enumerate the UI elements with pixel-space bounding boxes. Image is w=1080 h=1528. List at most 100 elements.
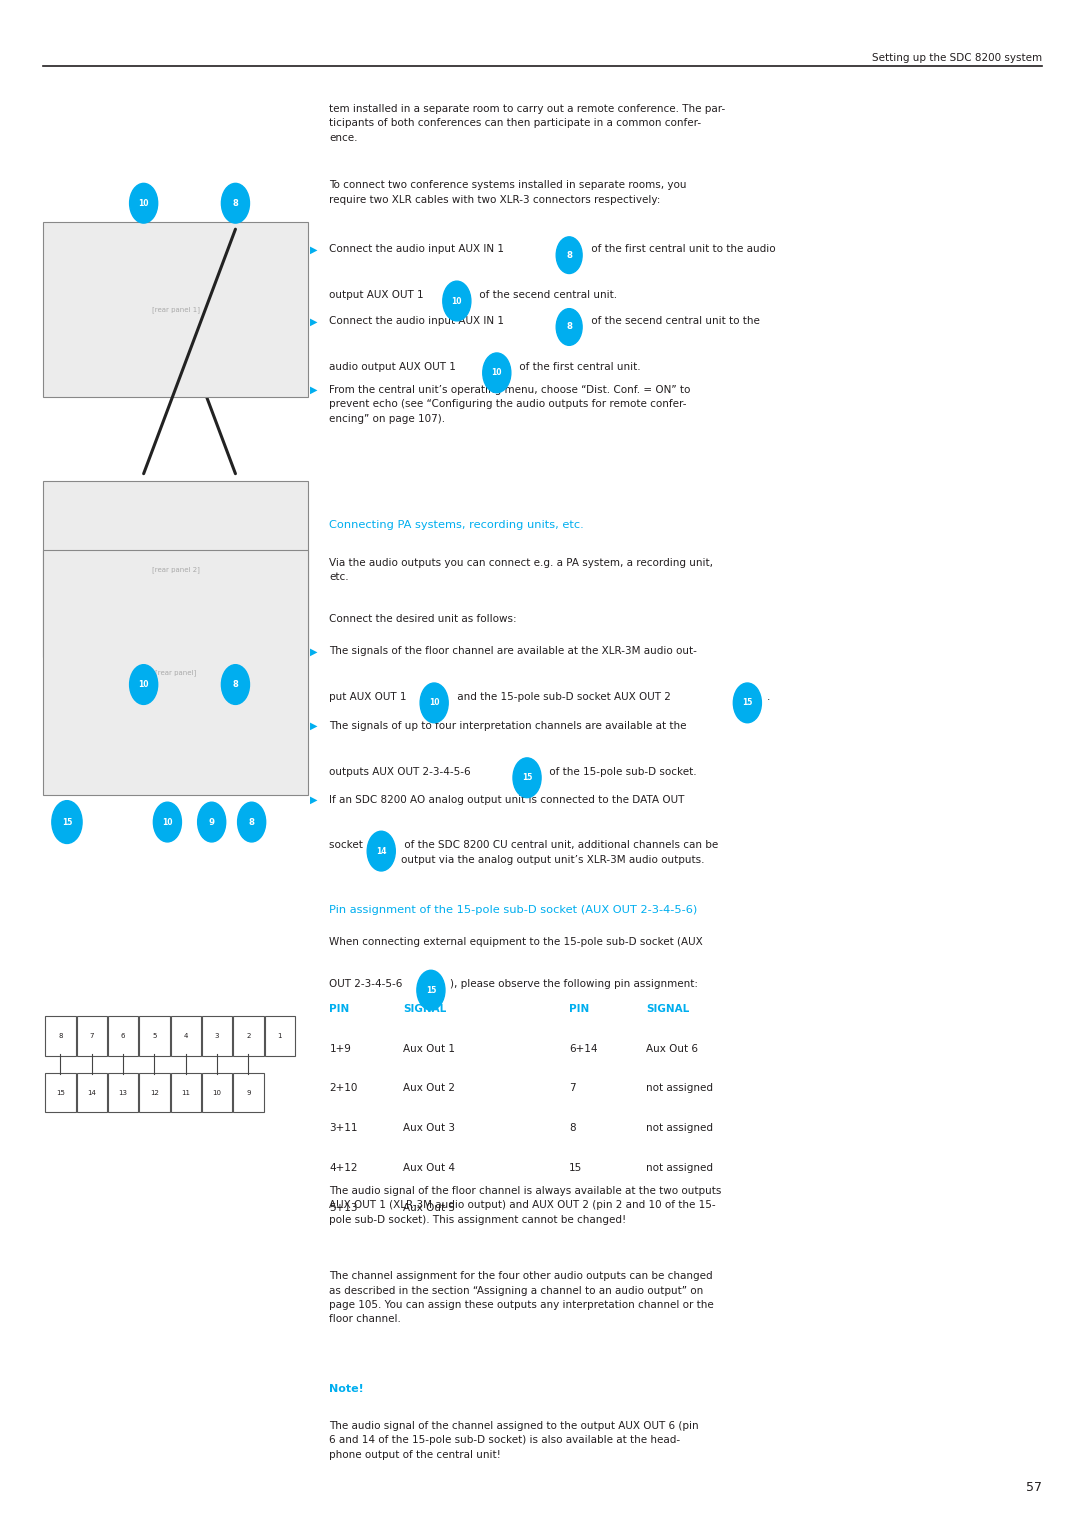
Circle shape (417, 970, 445, 1010)
Text: When connecting external equipment to the 15-pole sub-D socket (AUX: When connecting external equipment to th… (329, 937, 703, 947)
Text: 10: 10 (491, 368, 502, 377)
Text: 15: 15 (522, 773, 532, 782)
FancyBboxPatch shape (233, 1016, 264, 1056)
Text: Aux Out 5: Aux Out 5 (403, 1203, 455, 1213)
Text: 4+12: 4+12 (329, 1163, 357, 1174)
Text: not assigned: not assigned (646, 1083, 713, 1094)
Text: 8: 8 (566, 251, 572, 260)
Text: From the central unit’s operating menu, choose “Dist. Conf. = ON” to
prevent ech: From the central unit’s operating menu, … (329, 385, 691, 423)
Text: 15: 15 (62, 817, 72, 827)
Text: ▶: ▶ (310, 646, 318, 657)
Text: PIN: PIN (569, 1004, 590, 1015)
Text: [rear panel 2]: [rear panel 2] (151, 565, 200, 573)
Text: 10: 10 (213, 1089, 221, 1096)
Text: 10: 10 (162, 817, 173, 827)
FancyBboxPatch shape (43, 222, 308, 397)
Circle shape (556, 309, 582, 345)
Text: 10: 10 (429, 698, 440, 707)
Text: not assigned: not assigned (646, 1163, 713, 1174)
Text: If an SDC 8200 AO analog output unit is connected to the DATA OUT: If an SDC 8200 AO analog output unit is … (329, 795, 685, 805)
Text: 2+10: 2+10 (329, 1083, 357, 1094)
Text: Aux Out 4: Aux Out 4 (403, 1163, 455, 1174)
Text: ▶: ▶ (310, 244, 318, 255)
FancyBboxPatch shape (43, 481, 308, 657)
Circle shape (130, 183, 158, 223)
Text: ▶: ▶ (310, 316, 318, 327)
FancyBboxPatch shape (43, 550, 308, 795)
Text: output AUX OUT 1: output AUX OUT 1 (329, 290, 428, 301)
Circle shape (556, 237, 582, 274)
Text: 10: 10 (451, 296, 462, 306)
FancyBboxPatch shape (171, 1073, 201, 1112)
Text: Aux Out 2: Aux Out 2 (403, 1083, 455, 1094)
Circle shape (483, 353, 511, 393)
Text: of the secend central unit.: of the secend central unit. (476, 290, 618, 301)
Text: The audio signal of the floor channel is always available at the two outputs
AUX: The audio signal of the floor channel is… (329, 1186, 721, 1224)
Text: The audio signal of the channel assigned to the output AUX OUT 6 (pin
6 and 14 o: The audio signal of the channel assigned… (329, 1421, 699, 1459)
Text: 1+9: 1+9 (329, 1044, 351, 1054)
Circle shape (367, 831, 395, 871)
Text: Pin assignment of the 15-pole sub-D socket (AUX OUT 2-3-4-5-6): Pin assignment of the 15-pole sub-D sock… (329, 905, 698, 915)
Text: 5+13: 5+13 (329, 1203, 357, 1213)
FancyBboxPatch shape (77, 1016, 107, 1056)
Circle shape (198, 802, 226, 842)
Text: of the 15-pole sub-D socket.: of the 15-pole sub-D socket. (546, 767, 697, 778)
Text: 11: 11 (181, 1089, 190, 1096)
Text: Note!: Note! (329, 1384, 364, 1395)
Text: of the first central unit to the audio: of the first central unit to the audio (588, 244, 775, 255)
Text: 9: 9 (246, 1089, 251, 1096)
Text: 2: 2 (246, 1033, 251, 1039)
Circle shape (52, 801, 82, 843)
Text: 57: 57 (1026, 1481, 1042, 1494)
Text: .: . (767, 692, 770, 703)
Text: Connect the audio input AUX IN 1: Connect the audio input AUX IN 1 (329, 244, 508, 255)
Circle shape (420, 683, 448, 723)
Text: 10: 10 (138, 199, 149, 208)
Text: audio output AUX OUT 1: audio output AUX OUT 1 (329, 362, 459, 373)
Text: Connect the audio input AUX IN 1: Connect the audio input AUX IN 1 (329, 316, 508, 327)
Text: OUT 2-3-4-5-6: OUT 2-3-4-5-6 (329, 979, 406, 990)
Text: 8: 8 (232, 199, 239, 208)
Text: 6+14: 6+14 (569, 1044, 597, 1054)
FancyBboxPatch shape (139, 1016, 170, 1056)
Text: socket: socket (329, 840, 366, 851)
Text: 7: 7 (569, 1083, 576, 1094)
Text: ), please observe the following pin assignment:: ), please observe the following pin assi… (450, 979, 699, 990)
FancyBboxPatch shape (45, 1073, 76, 1112)
FancyBboxPatch shape (45, 1016, 76, 1056)
Text: and the 15-pole sub-D socket AUX OUT 2: and the 15-pole sub-D socket AUX OUT 2 (454, 692, 674, 703)
Circle shape (130, 665, 158, 704)
Text: ▶: ▶ (310, 795, 318, 805)
Text: 8: 8 (569, 1123, 576, 1134)
FancyBboxPatch shape (139, 1073, 170, 1112)
Text: [rear panel]: [rear panel] (154, 669, 197, 675)
Text: The signals of up to four interpretation channels are available at the: The signals of up to four interpretation… (329, 721, 687, 732)
Text: 10: 10 (138, 680, 149, 689)
Text: 15: 15 (426, 986, 436, 995)
Text: Connect the desired unit as follows:: Connect the desired unit as follows: (329, 614, 517, 625)
Circle shape (443, 281, 471, 321)
Text: 9: 9 (208, 817, 215, 827)
Text: 8: 8 (58, 1033, 63, 1039)
FancyBboxPatch shape (77, 1073, 107, 1112)
FancyBboxPatch shape (265, 1016, 295, 1056)
Text: of the first central unit.: of the first central unit. (516, 362, 640, 373)
Text: 15: 15 (569, 1163, 582, 1174)
Text: tem installed in a separate room to carry out a remote conference. The par-
tici: tem installed in a separate room to carr… (329, 104, 726, 142)
FancyBboxPatch shape (108, 1073, 138, 1112)
Circle shape (221, 665, 249, 704)
Text: 5: 5 (152, 1033, 157, 1039)
Text: not assigned: not assigned (646, 1123, 713, 1134)
Text: put AUX OUT 1: put AUX OUT 1 (329, 692, 410, 703)
Text: 3: 3 (215, 1033, 219, 1039)
Text: Aux Out 1: Aux Out 1 (403, 1044, 455, 1054)
FancyBboxPatch shape (202, 1073, 232, 1112)
Circle shape (733, 683, 761, 723)
FancyBboxPatch shape (202, 1016, 232, 1056)
Text: 3+11: 3+11 (329, 1123, 357, 1134)
Text: Connecting PA systems, recording units, etc.: Connecting PA systems, recording units, … (329, 520, 584, 530)
Text: The channel assignment for the four other audio outputs can be changed
as descri: The channel assignment for the four othe… (329, 1271, 714, 1325)
Text: Aux Out 3: Aux Out 3 (403, 1123, 455, 1134)
Text: of the SDC 8200 CU central unit, additional channels can be
output via the analo: of the SDC 8200 CU central unit, additio… (401, 840, 718, 865)
Text: ▶: ▶ (310, 721, 318, 732)
